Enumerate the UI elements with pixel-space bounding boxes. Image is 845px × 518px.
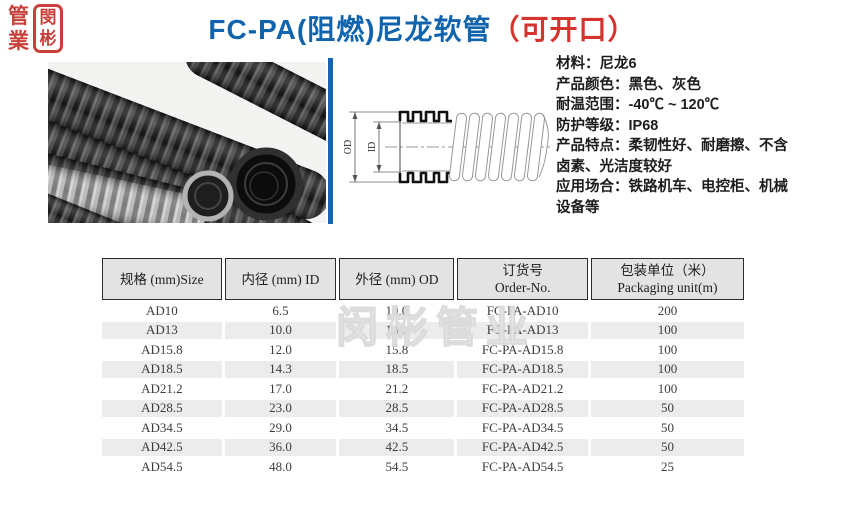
table-cell: 34.5: [385, 419, 409, 435]
table-row: AD34.5 29.0 34.5 FC-PA-AD34.5 50: [102, 419, 744, 437]
spec-line: 设备等: [556, 199, 600, 216]
table-cell: 29.0: [269, 419, 292, 435]
table-row: AD42.5 36.0 42.5 FC-PA-AD42.5 50: [102, 438, 744, 456]
table-cell: 15.8: [385, 341, 409, 357]
table-row: AD21.2 17.0 21.2 FC-PA-AD21.2 100: [102, 380, 744, 398]
table-cell: AD28.5: [102, 399, 222, 417]
table-cell: 200: [657, 302, 678, 318]
table-cell: 42.5: [339, 438, 455, 456]
spec-line: 卤素、光洁度较好: [556, 158, 672, 175]
spec-line: 产品颜色：黑色、灰色: [556, 76, 701, 93]
table-cell: 50: [660, 419, 674, 435]
table-cell: 100: [657, 380, 678, 396]
table-cell: FC-PA-AD54.5: [481, 458, 564, 474]
col-header-outer-diameter: 外径 (mm) OD: [339, 258, 455, 300]
table-cell: AD13: [102, 321, 222, 339]
table-cell: AD34.5: [141, 419, 183, 435]
product-photo: [48, 62, 326, 223]
seal-char: 彬: [39, 29, 57, 49]
spec-line: 材料：尼龙6: [556, 56, 637, 72]
table-cell: 12.0: [269, 341, 292, 357]
spec-table-body: AD10 6.5 10.0 FC-PA-AD10 200 AD13 10.0 13.0 FC-P…: [102, 302, 744, 476]
table-cell: 36.0: [224, 438, 337, 456]
col-header-size: 规格 (mm)Size: [102, 258, 222, 300]
page-title-paren: （可开口）: [491, 14, 637, 45]
seal-right-stamp: 閔 彬: [33, 4, 63, 53]
table-cell: 10.0: [385, 302, 409, 318]
table-cell: 23.0: [224, 399, 337, 417]
table-cell: 48.0: [269, 458, 292, 474]
table-row: AD10 6.5 10.0 FC-PA-AD10 200: [102, 302, 744, 320]
spec-line: 应用场合：铁路机车、电控柜、机械: [556, 179, 788, 195]
table-row: AD28.5 23.0 28.5 FC-PA-AD28.5 50: [102, 399, 744, 417]
table-cell: 6.5: [272, 302, 289, 318]
table-header-row: 规格 (mm)Size 内径 (mm) ID 外径 (mm) OD 订货号 Or…: [102, 258, 744, 300]
table-row: AD18.5 14.3 18.5 FC-PA-AD18.5 100: [102, 360, 744, 378]
company-seal-logo: 管 業 閔 彬: [8, 4, 63, 53]
table-row: AD13 10.0 13.0 FC-PA-AD13 100: [102, 321, 744, 339]
seal-char: 管: [8, 3, 29, 28]
table-cell: AD54.5: [141, 458, 183, 474]
col-header-packaging-unit: 包装单位（米） Packaging unit(m): [590, 258, 744, 300]
table-cell: 17.0: [269, 380, 292, 396]
page-title-main: FC-PA(阻燃)尼龙软管: [208, 14, 492, 45]
table-cell: 18.5: [339, 360, 455, 378]
product-specs: 材料：尼龙6 产品颜色：黑色、灰色 耐温范围：-40℃ ~ 120℃ 防护等级：…: [556, 54, 845, 218]
table-cell: FC-PA-AD15.8: [481, 341, 564, 357]
table-cell: 28.5: [339, 399, 455, 417]
table-cell: FC-PA-AD13: [457, 321, 588, 339]
col-header-order-no: 订货号 Order-No.: [457, 258, 588, 300]
table-cell: 50: [590, 399, 744, 417]
table-cell: AD42.5: [102, 438, 222, 456]
page-title: FC-PA(阻燃)尼龙软管（可开口）: [0, 8, 845, 48]
table-cell: AD15.8: [141, 341, 183, 357]
svg-text:OD: OD: [343, 140, 354, 154]
seal-left-stamp: 管 業: [8, 3, 29, 53]
table-cell: FC-PA-AD42.5: [457, 438, 588, 456]
table-cell: FC-PA-AD34.5: [481, 419, 564, 435]
svg-text:ID: ID: [367, 142, 378, 153]
spec-line: 耐温范围：-40℃ ~ 120℃: [556, 97, 720, 113]
table-cell: AD21.2: [141, 380, 183, 396]
table-cell: FC-PA-AD21.2: [481, 380, 564, 396]
table-cell: AD18.5: [102, 360, 222, 378]
table-cell: 25: [660, 458, 674, 474]
spec-line: 防护等级：IP68: [556, 117, 659, 134]
table-cell: FC-PA-AD18.5: [457, 360, 588, 378]
table-cell: 50: [590, 438, 744, 456]
table-cell: 100: [657, 341, 678, 357]
divider-bar: [328, 58, 333, 224]
spec-line: 产品特点：柔韧性好、耐磨擦、不含: [556, 138, 788, 154]
spec-table: 规格 (mm)Size 内径 (mm) ID 外径 (mm) OD 订货号 Or…: [99, 256, 747, 478]
table-cell: 10.0: [224, 321, 337, 339]
table-cell: 13.0: [339, 321, 455, 339]
col-header-inner-diameter: 内径 (mm) ID: [224, 258, 337, 300]
table-cell: FC-PA-AD10: [486, 302, 559, 318]
table-row: AD54.5 48.0 54.5 FC-PA-AD54.5 25: [102, 458, 744, 476]
table-cell: AD10: [145, 302, 178, 318]
seal-char: 業: [8, 28, 29, 53]
tube-dimension-diagram: OD ID: [343, 110, 551, 184]
table-cell: 54.5: [385, 458, 409, 474]
seal-char: 閔: [39, 7, 57, 27]
table-cell: 100: [590, 360, 744, 378]
table-row: AD15.8 12.0 15.8 FC-PA-AD15.8 100: [102, 341, 744, 359]
table-cell: 100: [590, 321, 744, 339]
table-cell: 14.3: [224, 360, 337, 378]
table-cell: 21.2: [385, 380, 409, 396]
table-cell: FC-PA-AD28.5: [457, 399, 588, 417]
